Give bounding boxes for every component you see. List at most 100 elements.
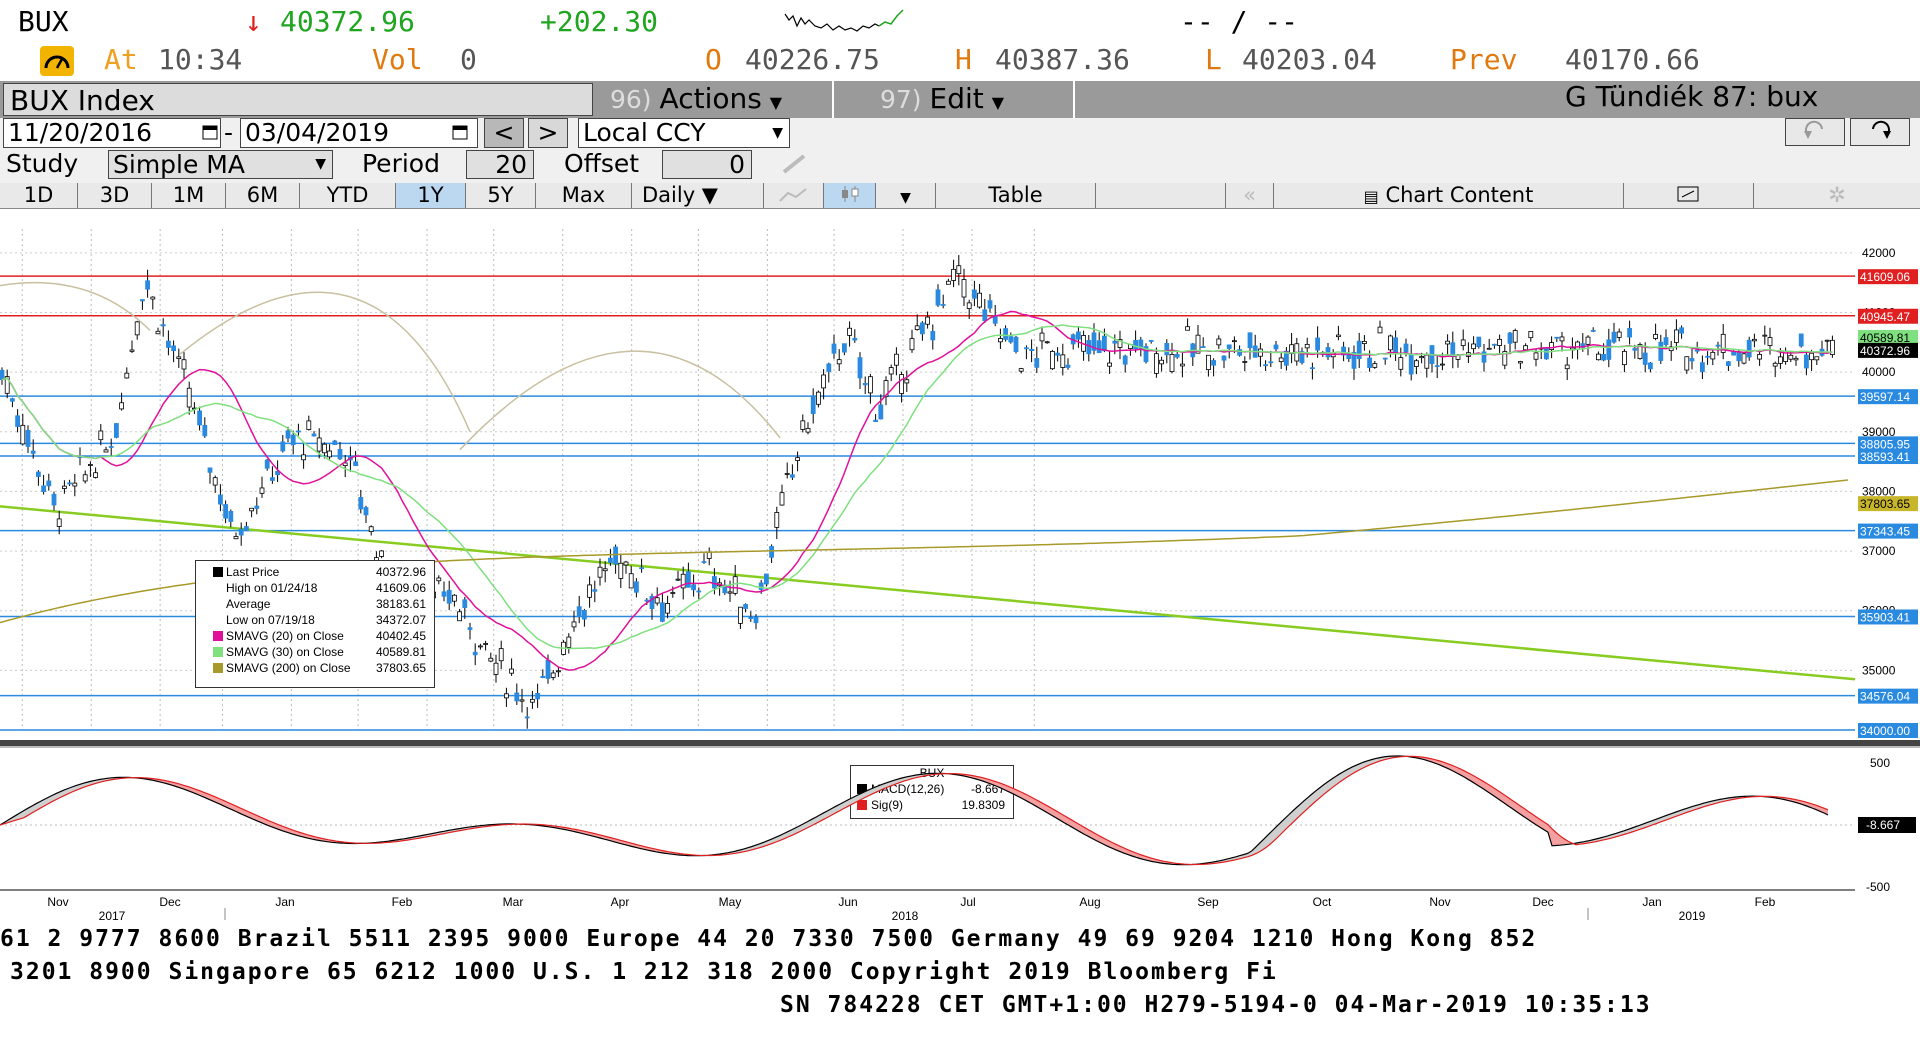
candle-body [883, 380, 889, 398]
bid-ask: -- / -- [1180, 5, 1299, 38]
macd-chart[interactable]: 500 -500 -8.667 Nov Dec Jan Feb Mar Apr May Jun Jul… [0, 740, 1920, 920]
tab-ytd[interactable]: YTD [300, 183, 396, 208]
candle-body [1824, 339, 1830, 342]
volume-label: Vol [372, 43, 423, 76]
candle-body [836, 359, 842, 365]
speedometer-icon[interactable] [40, 46, 74, 76]
legend-value: 19.8309 [961, 798, 1005, 812]
candle-body [1278, 357, 1284, 362]
x-axis-month-label: Jan [1642, 895, 1661, 909]
frequency-select[interactable]: Daily ▼ [632, 183, 764, 208]
candle-body [769, 546, 774, 558]
line-chart-icon[interactable] [764, 183, 824, 208]
candle-body [535, 692, 540, 700]
end-date-field[interactable]: 03/04/2019 [240, 118, 478, 148]
currency-select[interactable]: Local CCY ▼ [578, 118, 790, 148]
candle-body [62, 485, 67, 489]
candle-body [540, 675, 546, 679]
tab-6m[interactable]: 6M [226, 183, 300, 208]
chart-type-dropdown[interactable]: ▼ [876, 183, 936, 208]
candle-body [1008, 336, 1014, 343]
tab-5y[interactable]: 5Y [466, 183, 536, 208]
table-button[interactable]: Table [936, 183, 1096, 208]
macd-fill [1272, 827, 1276, 843]
user-label: G Tündiék 87: bux [1565, 80, 1819, 113]
price-tag-bg [1858, 688, 1918, 704]
collapse-icon[interactable]: « [1226, 183, 1274, 208]
candle-body [1720, 333, 1726, 353]
candle-body [1034, 358, 1040, 368]
price-tag: 38805.95 [1858, 436, 1918, 452]
candle-body [566, 636, 572, 648]
tab-1m[interactable]: 1M [152, 183, 226, 208]
edit-menu[interactable]: 97) Edit ▼ [880, 84, 1060, 116]
redo-button[interactable] [1850, 118, 1910, 146]
candle-body [467, 627, 473, 630]
tab-1y[interactable]: 1Y [396, 183, 466, 208]
candle-body [1627, 327, 1632, 338]
x-axis-month-label: Dec [159, 895, 180, 909]
prev-period-button[interactable]: < [484, 118, 524, 148]
candle-body [1341, 346, 1346, 356]
candle-body [134, 321, 140, 336]
candle-body [592, 589, 598, 592]
price-tag-bg [1858, 329, 1918, 345]
candle-body [1497, 338, 1502, 346]
period-field[interactable]: 20 [466, 150, 534, 179]
settings-gear-icon[interactable]: ✲ [1828, 183, 1846, 207]
candle-body [935, 289, 941, 306]
candle-body [951, 268, 956, 281]
candle-body [519, 699, 525, 702]
candle-body [306, 420, 312, 430]
annotate-icon[interactable] [1624, 183, 1754, 208]
legend-label: Average [226, 597, 271, 611]
legend-label: SMAVG (200) on Close [226, 661, 351, 675]
tab-3d[interactable]: 3D [78, 183, 152, 208]
price-tag-text: 38593.41 [1860, 450, 1910, 464]
candle-body [1731, 351, 1736, 356]
candle-body [899, 374, 904, 394]
arc-annotation [459, 350, 781, 451]
x-axis-year-label: 2017 [99, 909, 126, 920]
calendar-icon[interactable] [202, 124, 218, 145]
start-date-field[interactable]: 11/20/2016 [3, 118, 221, 148]
candle-body [810, 395, 816, 414]
pencil-icon[interactable] [780, 152, 810, 181]
candle-body [1232, 340, 1237, 343]
tab-1d[interactable]: 1D [0, 183, 78, 208]
candle-body [1528, 331, 1534, 339]
candle-body [670, 592, 676, 594]
low-value: 40203.04 [1242, 43, 1377, 76]
study-select[interactable]: Simple MA ▼ [108, 150, 333, 179]
candle-body [972, 289, 977, 299]
price-tag: 37343.45 [1858, 523, 1918, 539]
price-tag-text: 35903.41 [1860, 610, 1910, 624]
candle-body [1476, 336, 1482, 348]
trend-line [0, 505, 1856, 681]
candle-body [732, 576, 738, 594]
candle-body [576, 606, 582, 618]
actions-menu[interactable]: 96) Actions ▼ [610, 84, 830, 116]
legend-swatch [213, 567, 223, 577]
candlestick-icon[interactable] [824, 183, 876, 208]
chart-content-button[interactable]: ▤ Chart Content [1274, 183, 1624, 208]
candle-body [290, 434, 296, 445]
price-tag-bg [1858, 609, 1918, 625]
candle-body [909, 338, 915, 351]
candle-body [940, 304, 946, 306]
macd-value-tag-bg [1858, 817, 1916, 833]
candle-body [477, 645, 483, 648]
candle-body [36, 471, 41, 477]
candle-body [904, 379, 910, 384]
tab-max[interactable]: Max [536, 183, 632, 208]
undo-button[interactable] [1785, 118, 1845, 146]
offset-field[interactable]: 0 [662, 150, 752, 179]
period-label: Period [362, 149, 440, 178]
security-field[interactable]: BUX Index [3, 83, 593, 117]
next-period-button[interactable]: > [528, 118, 568, 148]
toolbar-divider [1073, 81, 1075, 118]
candle-body [228, 511, 234, 522]
offset-label: Offset [564, 149, 640, 178]
candle-body [1091, 332, 1097, 351]
calendar-icon[interactable] [452, 124, 468, 145]
